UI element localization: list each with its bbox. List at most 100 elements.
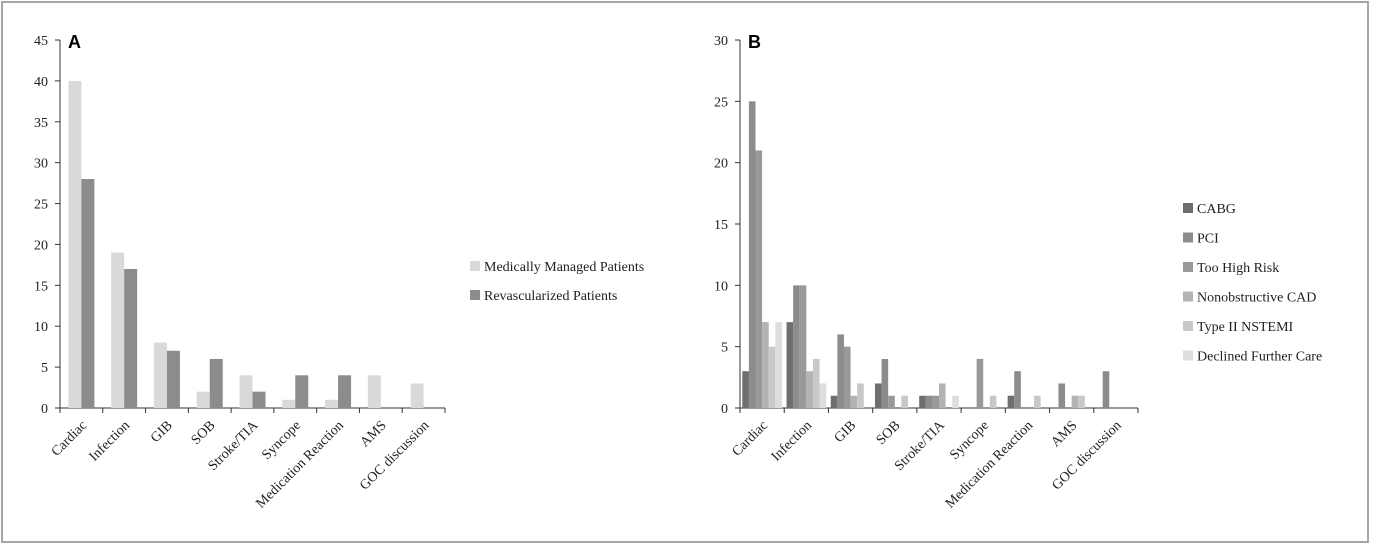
legend-label-cabg: CABG [1197, 202, 1236, 217]
bar-medically-managed-patients-goc-discussion [410, 383, 424, 408]
legend-label-nonobstructive-cad: Nonobstructive CAD [1197, 291, 1316, 306]
bar-nonobstructive-cad-stroke-tia [939, 383, 946, 408]
x-tick-label-ams: AMS [358, 418, 390, 450]
bar-cabg-medication-reaction [1007, 395, 1015, 408]
bar-type-ii-nstemi-syncope [989, 395, 997, 408]
y-tick-label: 40 [34, 75, 48, 90]
bar-nonobstructive-cad-ams [1071, 395, 1079, 408]
bar-too-high-risk-syncope [976, 358, 984, 408]
x-tick-label-cardiac: Cardiac [49, 418, 90, 459]
bar-declined-further-care-stroke-tia [952, 395, 959, 408]
legend-swatch-declined-further-care [1183, 350, 1193, 361]
bar-nonobstructive-cad-gib [850, 395, 858, 408]
x-tick-label-gib: GIB [148, 418, 176, 446]
bar-cabg-gib [830, 395, 838, 408]
x-tick-label-cardiac: Cardiac [730, 418, 771, 459]
bar-pci-stroke-tia [925, 395, 933, 408]
bar-nonobstructive-cad-infection [806, 371, 813, 408]
bar-pci-cardiac [748, 101, 756, 408]
bar-medically-managed-patients-gib [153, 342, 167, 408]
legend-swatch-revascularized-patients [470, 290, 480, 300]
bar-medically-managed-patients-syncope [282, 399, 296, 408]
bar-revascularized-patients-stroke-tia [252, 391, 266, 408]
y-tick-label: 45 [34, 34, 48, 49]
bar-revascularized-patients-sob [209, 358, 223, 408]
y-tick-label: 10 [714, 279, 728, 294]
bar-pci-goc-discussion [1102, 371, 1110, 408]
bar-type-ii-nstemi-ams [1078, 395, 1085, 408]
y-tick-label: 30 [34, 157, 48, 172]
y-tick-label: 20 [34, 238, 48, 253]
bar-medically-managed-patients-sob [196, 391, 210, 408]
bar-cabg-infection [786, 322, 794, 408]
x-tick-label-ams: AMS [1048, 418, 1080, 450]
bar-cabg-cardiac [742, 371, 749, 408]
bar-medically-managed-patients-medication-reaction [325, 399, 339, 408]
bar-revascularized-patients-infection [124, 268, 138, 408]
bar-type-ii-nstemi-cardiac [768, 346, 776, 408]
x-tick-label-gib: GIB [832, 418, 860, 446]
bar-pci-infection [793, 285, 800, 408]
bar-type-ii-nstemi-infection [812, 358, 820, 408]
x-tick-label-sob: SOB [874, 418, 904, 448]
bar-too-high-risk-infection [799, 285, 807, 408]
x-tick-label-sob: SOB [189, 418, 219, 448]
bar-too-high-risk-sob [888, 395, 895, 408]
bar-declined-further-care-infection [819, 383, 827, 408]
bar-medically-managed-patients-ams [367, 375, 381, 408]
bar-cabg-sob [874, 383, 882, 408]
legend-label-too-high-risk: Too High Risk [1197, 261, 1279, 276]
bar-medically-managed-patients-stroke-tia [239, 375, 253, 408]
y-tick-label: 15 [34, 279, 48, 294]
y-tick-label: 20 [714, 157, 728, 172]
y-tick-label: 30 [714, 34, 728, 49]
bar-too-high-risk-cardiac [755, 150, 763, 408]
bar-too-high-risk-stroke-tia [932, 395, 939, 408]
y-tick-label: 0 [721, 402, 728, 417]
bar-cabg-stroke-tia [919, 395, 926, 408]
x-tick-label-infection: Infection [769, 418, 815, 464]
legend-label-pci: PCI [1197, 232, 1219, 247]
legend-label-declined-further-care: Declined Further Care [1197, 350, 1322, 365]
bar-pci-sob [881, 358, 889, 408]
bar-pci-medication-reaction [1014, 371, 1021, 408]
legend-label-revascularized-patients: Revascularized Patients [484, 289, 617, 304]
bar-type-ii-nstemi-gib [857, 383, 864, 408]
bar-declined-further-care-cardiac [775, 322, 782, 408]
panel-label-b: B [748, 32, 761, 52]
bar-type-ii-nstemi-sob [901, 395, 908, 408]
legend-swatch-medically-managed-patients [470, 261, 480, 271]
bar-pci-ams [1058, 383, 1066, 408]
y-tick-label: 0 [41, 402, 48, 417]
y-tick-label: 5 [721, 341, 728, 356]
x-tick-label-medication-reaction: Medication Reaction [943, 418, 1036, 511]
bar-revascularized-patients-cardiac [81, 179, 95, 408]
legend-swatch-too-high-risk [1183, 262, 1193, 272]
y-tick-label: 5 [41, 361, 48, 376]
bar-revascularized-patients-gib [166, 350, 180, 408]
bar-revascularized-patients-syncope [295, 375, 309, 408]
y-tick-label: 25 [714, 95, 728, 110]
panel-label-a: A [68, 32, 81, 52]
bar-nonobstructive-cad-cardiac [762, 322, 769, 408]
bar-revascularized-patients-medication-reaction [338, 375, 352, 408]
legend-swatch-pci [1183, 232, 1193, 243]
bar-too-high-risk-gib [843, 346, 851, 408]
bar-pci-gib [837, 334, 844, 408]
legend-label-medically-managed-patients: Medically Managed Patients [484, 260, 644, 275]
y-tick-label: 25 [34, 198, 48, 213]
legend-swatch-type-ii-nstemi [1183, 321, 1193, 331]
x-tick-label-syncope: Syncope [947, 418, 992, 463]
x-tick-label-infection: Infection [87, 418, 133, 464]
bar-medically-managed-patients-cardiac [68, 80, 82, 408]
bar-medically-managed-patients-infection [111, 252, 125, 408]
y-tick-label: 15 [714, 218, 728, 233]
legend-swatch-cabg [1183, 203, 1193, 213]
legend-label-type-ii-nstemi: Type II NSTEMI [1197, 320, 1294, 335]
y-tick-label: 10 [34, 320, 48, 335]
legend-swatch-nonobstructive-cad [1183, 291, 1193, 302]
y-tick-label: 35 [34, 116, 48, 131]
bar-type-ii-nstemi-medication-reaction [1034, 395, 1041, 408]
